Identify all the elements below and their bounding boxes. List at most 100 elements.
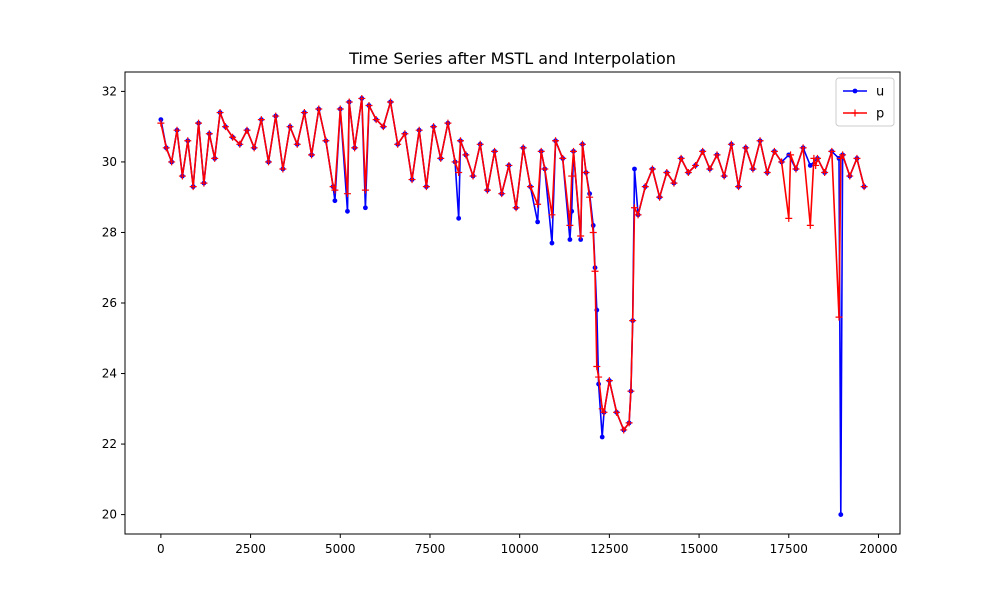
data-point-p	[221, 123, 229, 131]
data-point-u	[456, 215, 462, 221]
data-point-p	[713, 151, 721, 159]
data-point-p	[839, 151, 847, 159]
data-point-u	[158, 117, 164, 123]
data-point-p	[205, 130, 213, 138]
data-point-p	[387, 98, 395, 106]
data-point-p	[394, 140, 402, 148]
data-point-p	[243, 126, 251, 134]
data-point-p	[837, 154, 845, 162]
legend-marker-u	[852, 88, 858, 94]
data-point-p	[566, 221, 574, 229]
data-point-p	[257, 116, 265, 124]
data-point-p	[537, 147, 545, 155]
y-tick-label: 24	[102, 367, 117, 381]
data-point-p	[343, 190, 351, 198]
data-point-p	[630, 204, 638, 212]
legend-label-u: u	[876, 85, 884, 100]
data-point-p	[422, 183, 430, 191]
data-point-p	[595, 373, 603, 381]
data-point-u	[578, 237, 584, 242]
data-point-p	[265, 158, 273, 166]
data-point-p	[629, 317, 637, 325]
data-point-u	[362, 205, 368, 211]
data-point-u	[567, 237, 573, 242]
data-point-p	[462, 151, 470, 159]
data-point-p	[491, 147, 499, 155]
data-point-p	[756, 137, 764, 145]
data-point-p	[548, 211, 556, 219]
data-point-p	[605, 377, 613, 385]
data-point-p	[286, 123, 294, 131]
data-point-p	[787, 151, 795, 159]
legend-box	[835, 77, 895, 127]
data-point-p	[792, 165, 800, 173]
data-point-p	[430, 123, 438, 131]
data-point-p	[469, 172, 477, 180]
y-tick-label: 26	[102, 296, 117, 310]
data-point-p	[236, 140, 244, 148]
data-point-p	[512, 204, 520, 212]
data-point-p	[498, 190, 506, 198]
data-point-p	[173, 126, 181, 134]
data-point-p	[216, 109, 224, 117]
data-point-p	[178, 172, 186, 180]
data-point-p	[648, 165, 656, 173]
chart-title: Time Series after MSTL and Interpolation	[348, 49, 676, 68]
data-point-p	[860, 183, 868, 191]
y-tick-label: 22	[102, 437, 117, 451]
data-point-p	[476, 140, 484, 148]
data-point-p	[200, 179, 208, 187]
data-point-p	[162, 144, 170, 152]
data-point-u	[599, 434, 605, 440]
data-point-p	[345, 98, 353, 106]
data-point-p	[835, 313, 843, 321]
data-point-p	[483, 186, 491, 194]
data-point-p	[229, 133, 237, 141]
series-u	[158, 96, 867, 518]
data-point-p	[706, 165, 714, 173]
data-point-p	[568, 172, 576, 180]
data-point-p	[677, 154, 685, 162]
x-axis: 0 2500 5000 7500 10000 12500 15000 17500 20000	[157, 534, 898, 556]
data-point-p	[279, 165, 287, 173]
data-point-p	[812, 161, 820, 169]
data-point-p	[157, 119, 165, 127]
data-point-p	[189, 183, 197, 191]
data-point-p	[315, 105, 323, 113]
data-point-p	[846, 172, 854, 180]
data-point-p	[444, 119, 452, 127]
data-point-p	[211, 154, 219, 162]
data-point-p	[336, 105, 344, 113]
plot-area	[157, 94, 868, 518]
data-point-p	[541, 165, 549, 173]
data-point-p	[828, 147, 836, 155]
data-point-u	[332, 198, 338, 204]
y-tick-label: 28	[102, 225, 117, 239]
data-point-p	[408, 176, 416, 184]
y-tick-label: 32	[102, 84, 117, 98]
x-tick-label: 20000	[859, 542, 897, 556]
data-point-p	[195, 119, 203, 127]
data-point-p	[684, 169, 692, 177]
y-axis: 20 22 24 26 28 30 32	[102, 84, 125, 522]
legend-entry-p: p	[843, 107, 884, 122]
data-point-p	[582, 169, 590, 177]
data-point-p	[415, 126, 423, 134]
data-point-p	[401, 130, 409, 138]
data-point-p	[735, 183, 743, 191]
data-point-p	[778, 158, 786, 166]
data-point-p	[625, 419, 633, 427]
data-point-p	[770, 147, 778, 155]
data-point-p	[361, 186, 369, 194]
x-tick-label: 15000	[680, 542, 718, 556]
legend: up	[835, 77, 895, 127]
data-point-p	[293, 140, 301, 148]
data-point-p	[322, 137, 330, 145]
x-tick-label: 5000	[325, 542, 356, 556]
data-point-p	[670, 179, 678, 187]
data-point-p	[552, 137, 560, 145]
data-point-p	[663, 169, 671, 177]
data-point-u	[345, 208, 350, 214]
